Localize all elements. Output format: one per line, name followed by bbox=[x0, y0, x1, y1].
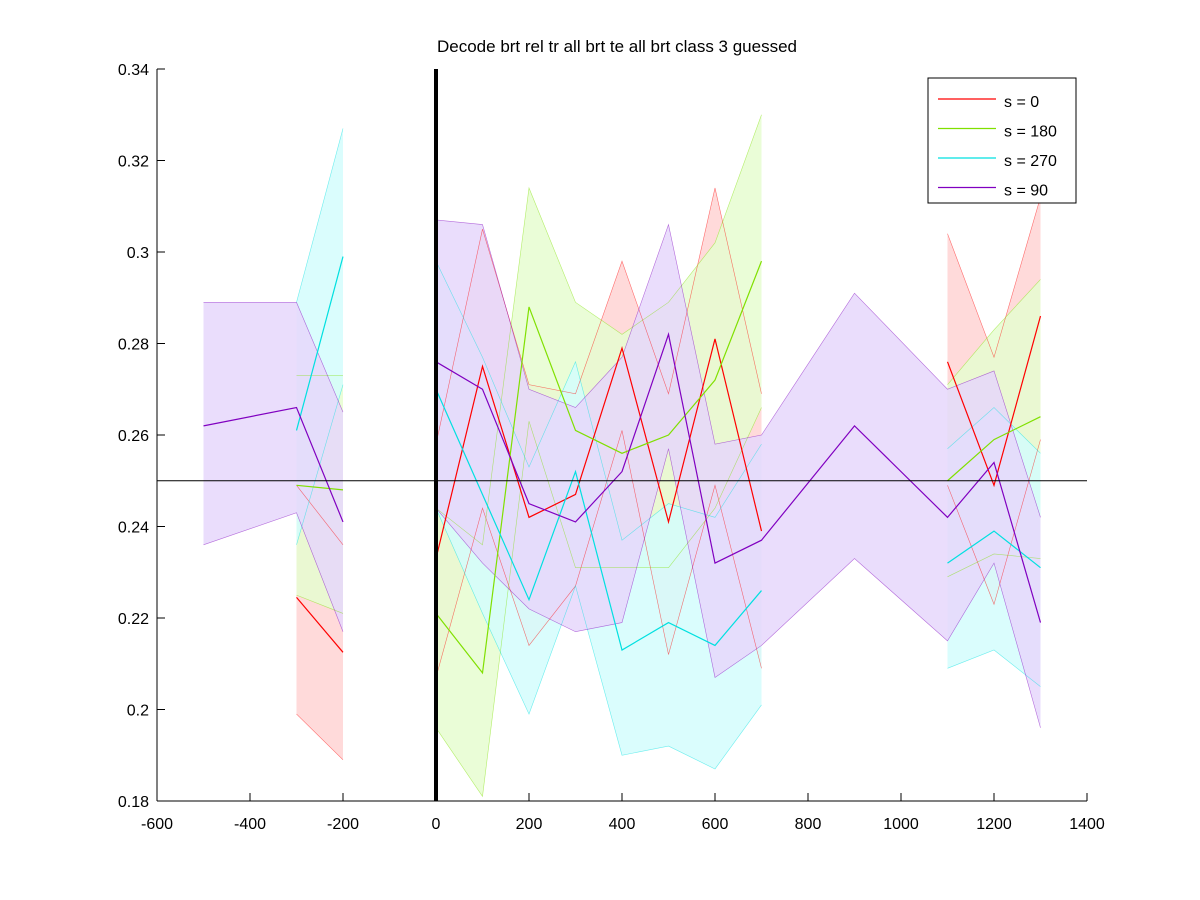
bound-upper-series-3-seg-0 bbox=[203, 302, 344, 413]
confidence-bands bbox=[203, 114, 1041, 797]
y-tick-label: 0.18 bbox=[118, 794, 149, 811]
bound-lower-series-1-seg-0 bbox=[296, 594, 344, 614]
bound-lower-series-0-seg-1 bbox=[435, 430, 762, 678]
bound-lower-series-0-seg-0 bbox=[296, 713, 344, 761]
axes: -600 -400 -200 0 200 400 600 800 1000 1200 1400 0.1… bbox=[118, 62, 1105, 833]
chart-title: Decode brt rel tr all brt te all brt cla… bbox=[437, 37, 797, 56]
bound-lower-series-3-seg-0 bbox=[203, 512, 344, 632]
bound-upper-series-1-seg-2 bbox=[947, 279, 1041, 385]
x-tick-label: 400 bbox=[609, 816, 636, 833]
x-tick-label: 200 bbox=[516, 816, 543, 833]
mean-line-series-0-seg-2 bbox=[946, 315, 1042, 488]
mean-line-series-3-seg-0 bbox=[203, 406, 344, 523]
bound-upper-series-0-seg-0 bbox=[296, 485, 344, 545]
bound-lower-series-2-seg-1 bbox=[435, 508, 762, 770]
bound-lower-series-3-seg-1 bbox=[435, 448, 1041, 728]
mean-line-series-2-seg-2 bbox=[947, 530, 1041, 569]
bound-lower-series-1-seg-2 bbox=[947, 553, 1041, 578]
x-tick-label: 0 bbox=[432, 816, 441, 833]
x-tick-label: 1000 bbox=[883, 816, 919, 833]
bound-upper-series-3-seg-1 bbox=[435, 219, 1041, 518]
bound-upper-series-2-seg-1 bbox=[435, 261, 762, 541]
y-tick-label: 0.22 bbox=[118, 611, 149, 628]
legend-label: s = 0 bbox=[1004, 94, 1039, 111]
y-tick-label: 0.2 bbox=[127, 703, 149, 720]
legend-box bbox=[927, 77, 1077, 204]
bound-upper-series-0-seg-2 bbox=[947, 197, 1041, 359]
mean-line-series-1-seg-0 bbox=[296, 484, 344, 491]
mean-line-series-3-seg-1 bbox=[435, 332, 1042, 623]
band-series-3-seg-1 bbox=[436, 219, 1041, 728]
bound-upper-series-2-seg-0 bbox=[296, 128, 344, 303]
x-tick-label: -600 bbox=[141, 816, 173, 833]
reference-lines bbox=[157, 69, 1087, 801]
mean-line-series-1-seg-1 bbox=[435, 260, 763, 675]
mean-line-series-0-seg-1 bbox=[435, 338, 763, 559]
mean-line-series-2-seg-1 bbox=[435, 389, 762, 651]
series-lines bbox=[203, 114, 1042, 798]
y-tick-label: 0.24 bbox=[118, 520, 149, 537]
legend-label: s = 90 bbox=[1004, 183, 1048, 200]
x-tick-label: -200 bbox=[327, 816, 359, 833]
bound-upper-series-0-seg-1 bbox=[435, 187, 762, 445]
mean-line-series-1-seg-2 bbox=[947, 416, 1041, 482]
x-tick-label: 600 bbox=[702, 816, 729, 833]
x-tick-label: -400 bbox=[234, 816, 266, 833]
x-tick-label: 1200 bbox=[976, 816, 1012, 833]
mean-line-series-0-seg-0 bbox=[296, 597, 344, 653]
legend-label: s = 270 bbox=[1004, 153, 1057, 170]
x-tick-label: 800 bbox=[795, 816, 822, 833]
legend: s = 0 s = 180 s = 270 s = 90 bbox=[927, 77, 1077, 204]
y-tick-label: 0.3 bbox=[127, 245, 149, 262]
legend-label: s = 180 bbox=[1004, 124, 1057, 141]
bound-upper-series-1-seg-1 bbox=[435, 114, 762, 546]
y-tick-label: 0.34 bbox=[118, 62, 149, 79]
x-tick-label: 1400 bbox=[1069, 816, 1105, 833]
y-tick-label: 0.28 bbox=[118, 337, 149, 354]
bound-upper-series-2-seg-2 bbox=[947, 407, 1041, 454]
bound-lower-series-1-seg-1 bbox=[435, 407, 762, 798]
y-tick-label: 0.26 bbox=[118, 428, 149, 445]
bound-lower-series-2-seg-2 bbox=[947, 649, 1041, 687]
bound-lower-series-0-seg-2 bbox=[947, 439, 1041, 606]
mean-line-series-2-seg-0 bbox=[295, 256, 344, 431]
y-tick-label: 0.32 bbox=[118, 154, 149, 171]
